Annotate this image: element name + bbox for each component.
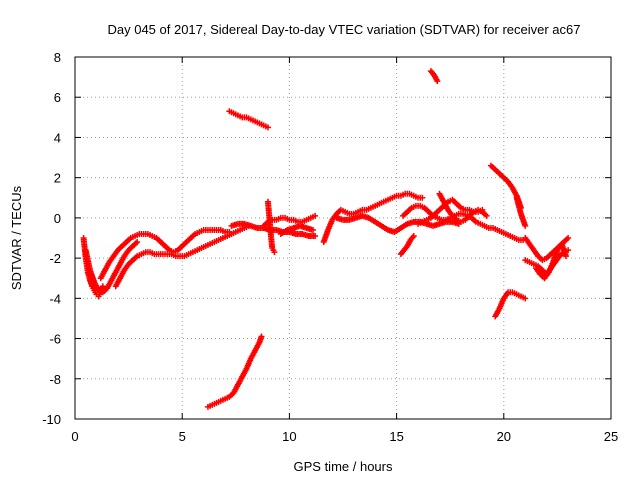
data-series-arc-15	[397, 232, 417, 258]
y-tick-label: 4	[54, 130, 61, 145]
data-point	[562, 253, 569, 260]
data-point	[271, 249, 278, 256]
data-point	[309, 226, 316, 233]
x-tick-label: 10	[282, 429, 296, 444]
x-tick-label: 15	[389, 429, 403, 444]
data-point	[565, 235, 572, 241]
data-series-arc-8	[260, 212, 319, 229]
data-series-arc-16	[427, 68, 441, 85]
data-series-arc-3	[97, 226, 233, 282]
x-tick-label: 0	[71, 429, 78, 444]
data-layer	[80, 68, 572, 410]
data-series-arc-12	[333, 212, 462, 235]
y-tick-label: 6	[54, 90, 61, 105]
y-tick-label: -8	[49, 372, 61, 387]
data-series-arc-17	[436, 190, 490, 225]
y-tick-label: 0	[54, 211, 61, 226]
data-point	[434, 78, 441, 85]
x-tick-label: 20	[497, 429, 511, 444]
data-series-arc-20	[492, 289, 529, 320]
data-point	[312, 232, 319, 239]
data-point	[483, 212, 490, 219]
data-point	[134, 239, 141, 246]
data-series-arc-23	[532, 241, 569, 282]
data-series-arc-6	[204, 333, 265, 410]
data-point	[522, 222, 529, 229]
x-axis-title: GPS time / hours	[294, 459, 393, 474]
data-series-arc-2	[82, 239, 141, 296]
data-point	[99, 283, 106, 290]
data-point	[522, 295, 529, 302]
data-point	[410, 232, 417, 239]
y-tick-label: -10	[42, 412, 61, 427]
chart-title: Day 045 of 2017, Sidereal Day-to-day VTE…	[107, 22, 580, 37]
y-tick-label: -2	[49, 251, 61, 266]
data-series-arc-9	[264, 198, 278, 256]
tick-layer: 0 5 10 15 20 25 -10 -8 -6 -4 -2 0 2 4 6 8	[42, 50, 618, 444]
data-series-arc-10	[277, 222, 316, 237]
y-tick-label: 2	[54, 171, 61, 186]
data-series-arc-13	[400, 202, 527, 244]
y-tick-label: 8	[54, 50, 61, 65]
plot-frame	[74, 56, 612, 420]
y-tick-label: -6	[49, 332, 61, 347]
y-axis-title: SDTVAR / TECUs	[9, 185, 24, 290]
x-tick-label: 25	[604, 429, 618, 444]
data-series-arc-5	[226, 108, 271, 131]
data-point	[264, 124, 271, 131]
data-point	[312, 212, 319, 219]
data-series-arc-19	[513, 194, 529, 229]
y-tick-label: -4	[49, 291, 61, 306]
data-point	[258, 333, 265, 340]
data-series-arc-4	[112, 222, 252, 290]
data-point	[419, 194, 426, 201]
data-series-arc-11	[320, 190, 426, 246]
x-tick-label: 5	[179, 429, 186, 444]
data-series-arc-1	[80, 235, 106, 300]
